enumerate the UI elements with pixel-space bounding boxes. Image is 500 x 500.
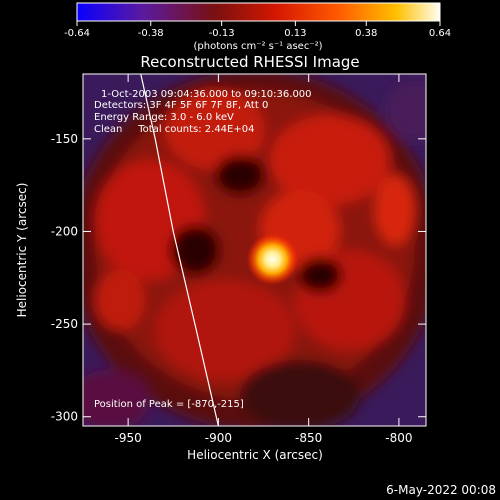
colorbar-tick-label: -0.38 <box>138 28 164 39</box>
colorbar-tick-label: 0.13 <box>284 28 306 39</box>
colorbar-units: (photons cm⁻² s⁻¹ asec⁻²) <box>193 41 322 52</box>
y-tick-label: -200 <box>51 224 78 238</box>
annotation-method: Clean Total counts: 2.44E+04 <box>94 124 254 135</box>
y-tick-label: -150 <box>51 132 78 146</box>
x-axis-label: Heliocentric X (arcsec) <box>187 448 323 462</box>
colorbar-tick-label: -0.64 <box>64 28 90 39</box>
x-tick-label: -900 <box>205 431 232 445</box>
x-tick-label: -850 <box>295 431 322 445</box>
x-tick-label: -950 <box>115 431 142 445</box>
colorbar <box>76 2 441 22</box>
axis-ticks: -950 -900 -850 -800 -150 -200 -250 -300 <box>51 74 426 445</box>
chart-title: Reconstructed RHESSI Image <box>140 53 359 71</box>
colorbar-tick-label: 0.38 <box>355 28 377 39</box>
footer-date: 6-May-2022 00:08 <box>386 483 496 497</box>
peak-source <box>246 233 299 286</box>
x-tick-label: -800 <box>385 431 412 445</box>
annotation-detectors: Detectors: 3F 4F 5F 6F 7F 8F, Att 0 <box>94 100 268 111</box>
colorbar-tick-label: 0.64 <box>429 28 451 39</box>
solar-limb-line <box>140 74 219 426</box>
annotation-time: 1-Oct-2003 09:04:36.000 to 09:10:36.000 <box>101 89 312 100</box>
colorbar-ticks: -0.64 -0.38 -0.13 0.13 0.38 0.64 <box>64 21 451 39</box>
y-tick-label: -300 <box>51 410 78 424</box>
annotation-energy: Energy Range: 3.0 - 6.0 keV <box>94 112 234 123</box>
annotation-peak-position: Position of Peak = [-870,-215] <box>94 399 244 410</box>
y-axis-label: Heliocentric Y (arcsec) <box>15 183 29 318</box>
colorbar-tick-label: -0.13 <box>209 28 235 39</box>
plot-frame <box>82 73 427 427</box>
y-tick-label: -250 <box>51 317 78 331</box>
